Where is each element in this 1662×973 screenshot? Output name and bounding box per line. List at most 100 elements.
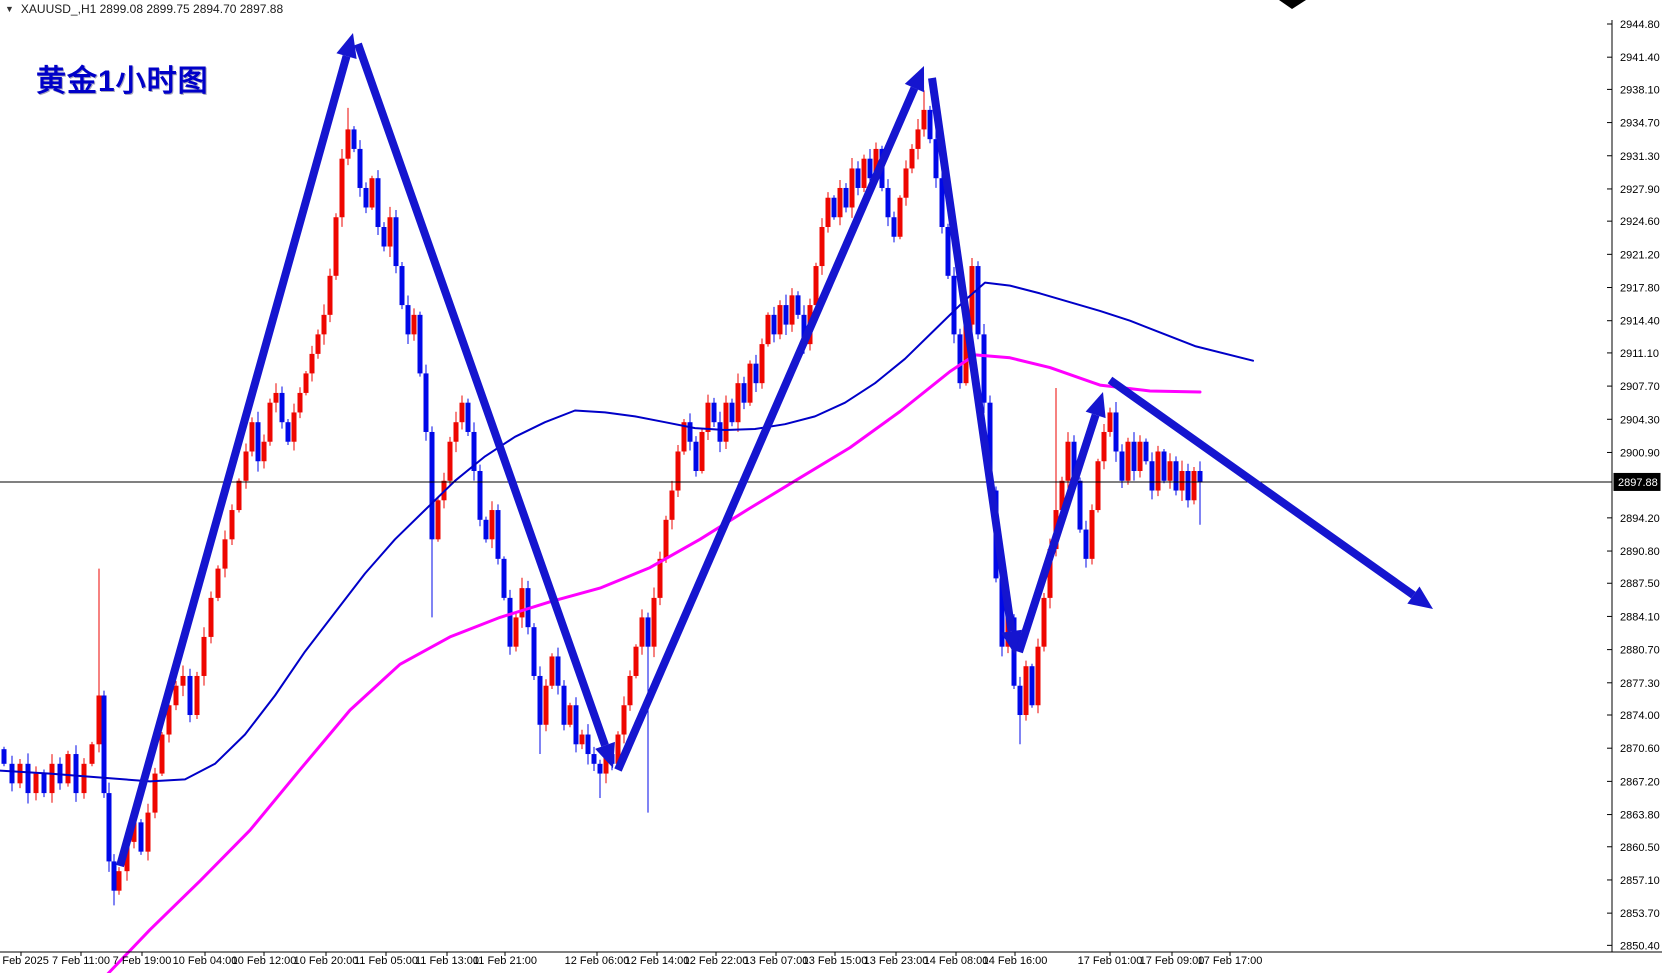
price-tick-label: 2924.60 xyxy=(1620,216,1660,228)
candle xyxy=(555,647,561,695)
candle xyxy=(849,158,855,218)
candle xyxy=(447,436,453,486)
time-tick-label: 13 Feb 15:00 xyxy=(803,955,868,967)
candle xyxy=(49,754,55,803)
trend-arrow[interactable] xyxy=(928,77,1022,655)
candle xyxy=(843,183,849,213)
candle xyxy=(531,623,537,681)
candle xyxy=(255,411,261,472)
candle xyxy=(627,670,633,711)
candle xyxy=(1041,593,1047,652)
candle xyxy=(375,170,381,236)
candle xyxy=(1119,444,1125,488)
candle xyxy=(1179,460,1185,501)
candle xyxy=(543,679,549,732)
trend-arrow[interactable] xyxy=(1107,376,1433,609)
candle xyxy=(333,213,339,280)
price-axis[interactable]: 2944.80 2941.40 2938.10 2934.70 2931.30 2927.… xyxy=(1607,19,1660,952)
candle xyxy=(735,373,741,432)
time-tick-label: 10 Feb 20:00 xyxy=(294,955,359,967)
candle xyxy=(363,182,369,214)
candle xyxy=(633,644,639,679)
candle xyxy=(1101,423,1107,470)
price-tick-label: 2921.20 xyxy=(1620,249,1660,261)
candle xyxy=(897,195,903,240)
candle xyxy=(945,223,951,280)
price-tick-label: 2870.60 xyxy=(1620,743,1660,755)
candle xyxy=(173,680,179,711)
candle xyxy=(453,411,459,453)
candle xyxy=(65,750,71,787)
candle xyxy=(101,690,107,798)
candle xyxy=(1077,477,1083,533)
time-tick-label: 7 Feb 11:00 xyxy=(52,955,110,967)
price-tick-label: 2904.30 xyxy=(1620,414,1660,426)
candle xyxy=(399,262,405,310)
candle xyxy=(567,702,573,728)
axis-frame xyxy=(0,20,1662,953)
candle xyxy=(957,328,963,389)
candle xyxy=(273,383,279,413)
candle xyxy=(795,291,801,319)
candle xyxy=(351,126,357,153)
candle xyxy=(1149,452,1155,500)
time-tick-label: 13 Feb 07:00 xyxy=(744,955,809,967)
candle xyxy=(1155,445,1161,497)
candle xyxy=(309,345,315,382)
candle xyxy=(561,680,567,731)
time-tick-label: 12 Feb 14:00 xyxy=(625,955,690,967)
candle xyxy=(405,295,411,344)
time-tick-label: 12 Feb 06:00 xyxy=(565,955,630,967)
candle xyxy=(711,397,717,428)
candle xyxy=(417,311,423,377)
collapse-chart-icon[interactable]: ▼ xyxy=(5,3,14,14)
candle xyxy=(861,154,867,193)
candle xyxy=(116,867,122,895)
candle xyxy=(236,478,242,513)
trend-arrow[interactable] xyxy=(354,42,615,768)
price-tick-label: 2884.10 xyxy=(1620,611,1660,623)
candle xyxy=(915,118,921,160)
candle xyxy=(705,394,711,440)
trend-arrow[interactable] xyxy=(1015,392,1106,654)
candle xyxy=(297,387,303,419)
price-tick-label: 2863.80 xyxy=(1620,810,1660,822)
candle xyxy=(1,746,7,767)
candle xyxy=(681,418,687,455)
trend-arrow[interactable] xyxy=(614,66,925,772)
candle xyxy=(549,653,555,689)
candle xyxy=(975,261,981,340)
price-tick-label: 2877.30 xyxy=(1620,678,1660,690)
time-tick-label: 13 Feb 23:00 xyxy=(864,955,929,967)
candle xyxy=(1083,520,1089,568)
candle xyxy=(537,666,543,755)
candle xyxy=(825,192,831,233)
candle xyxy=(1185,463,1191,508)
price-tick-label: 2860.50 xyxy=(1620,842,1660,854)
candle xyxy=(1035,638,1041,714)
candle xyxy=(1125,437,1131,485)
candle xyxy=(339,149,345,227)
candle xyxy=(585,724,591,765)
price-tick-label: 2934.70 xyxy=(1620,118,1660,130)
price-tick-label: 2911.10 xyxy=(1620,348,1659,360)
price-tick-label: 2927.90 xyxy=(1620,184,1660,196)
candle xyxy=(208,591,214,644)
price-tick-label: 2890.80 xyxy=(1620,546,1660,558)
price-tick-label: 2938.10 xyxy=(1620,84,1660,96)
time-tick-label: 7 Feb 19:00 xyxy=(113,955,172,967)
candle xyxy=(393,210,399,274)
price-tick-label: 2850.40 xyxy=(1620,940,1660,952)
candle xyxy=(303,370,309,396)
candle xyxy=(215,565,221,602)
candle xyxy=(1131,432,1137,481)
candle xyxy=(933,129,939,188)
candle xyxy=(1197,461,1203,525)
mouse-cursor-arrowhead-icon xyxy=(1279,0,1306,9)
trend-arrow[interactable] xyxy=(116,33,357,868)
candle xyxy=(249,417,255,457)
candle xyxy=(513,612,519,652)
